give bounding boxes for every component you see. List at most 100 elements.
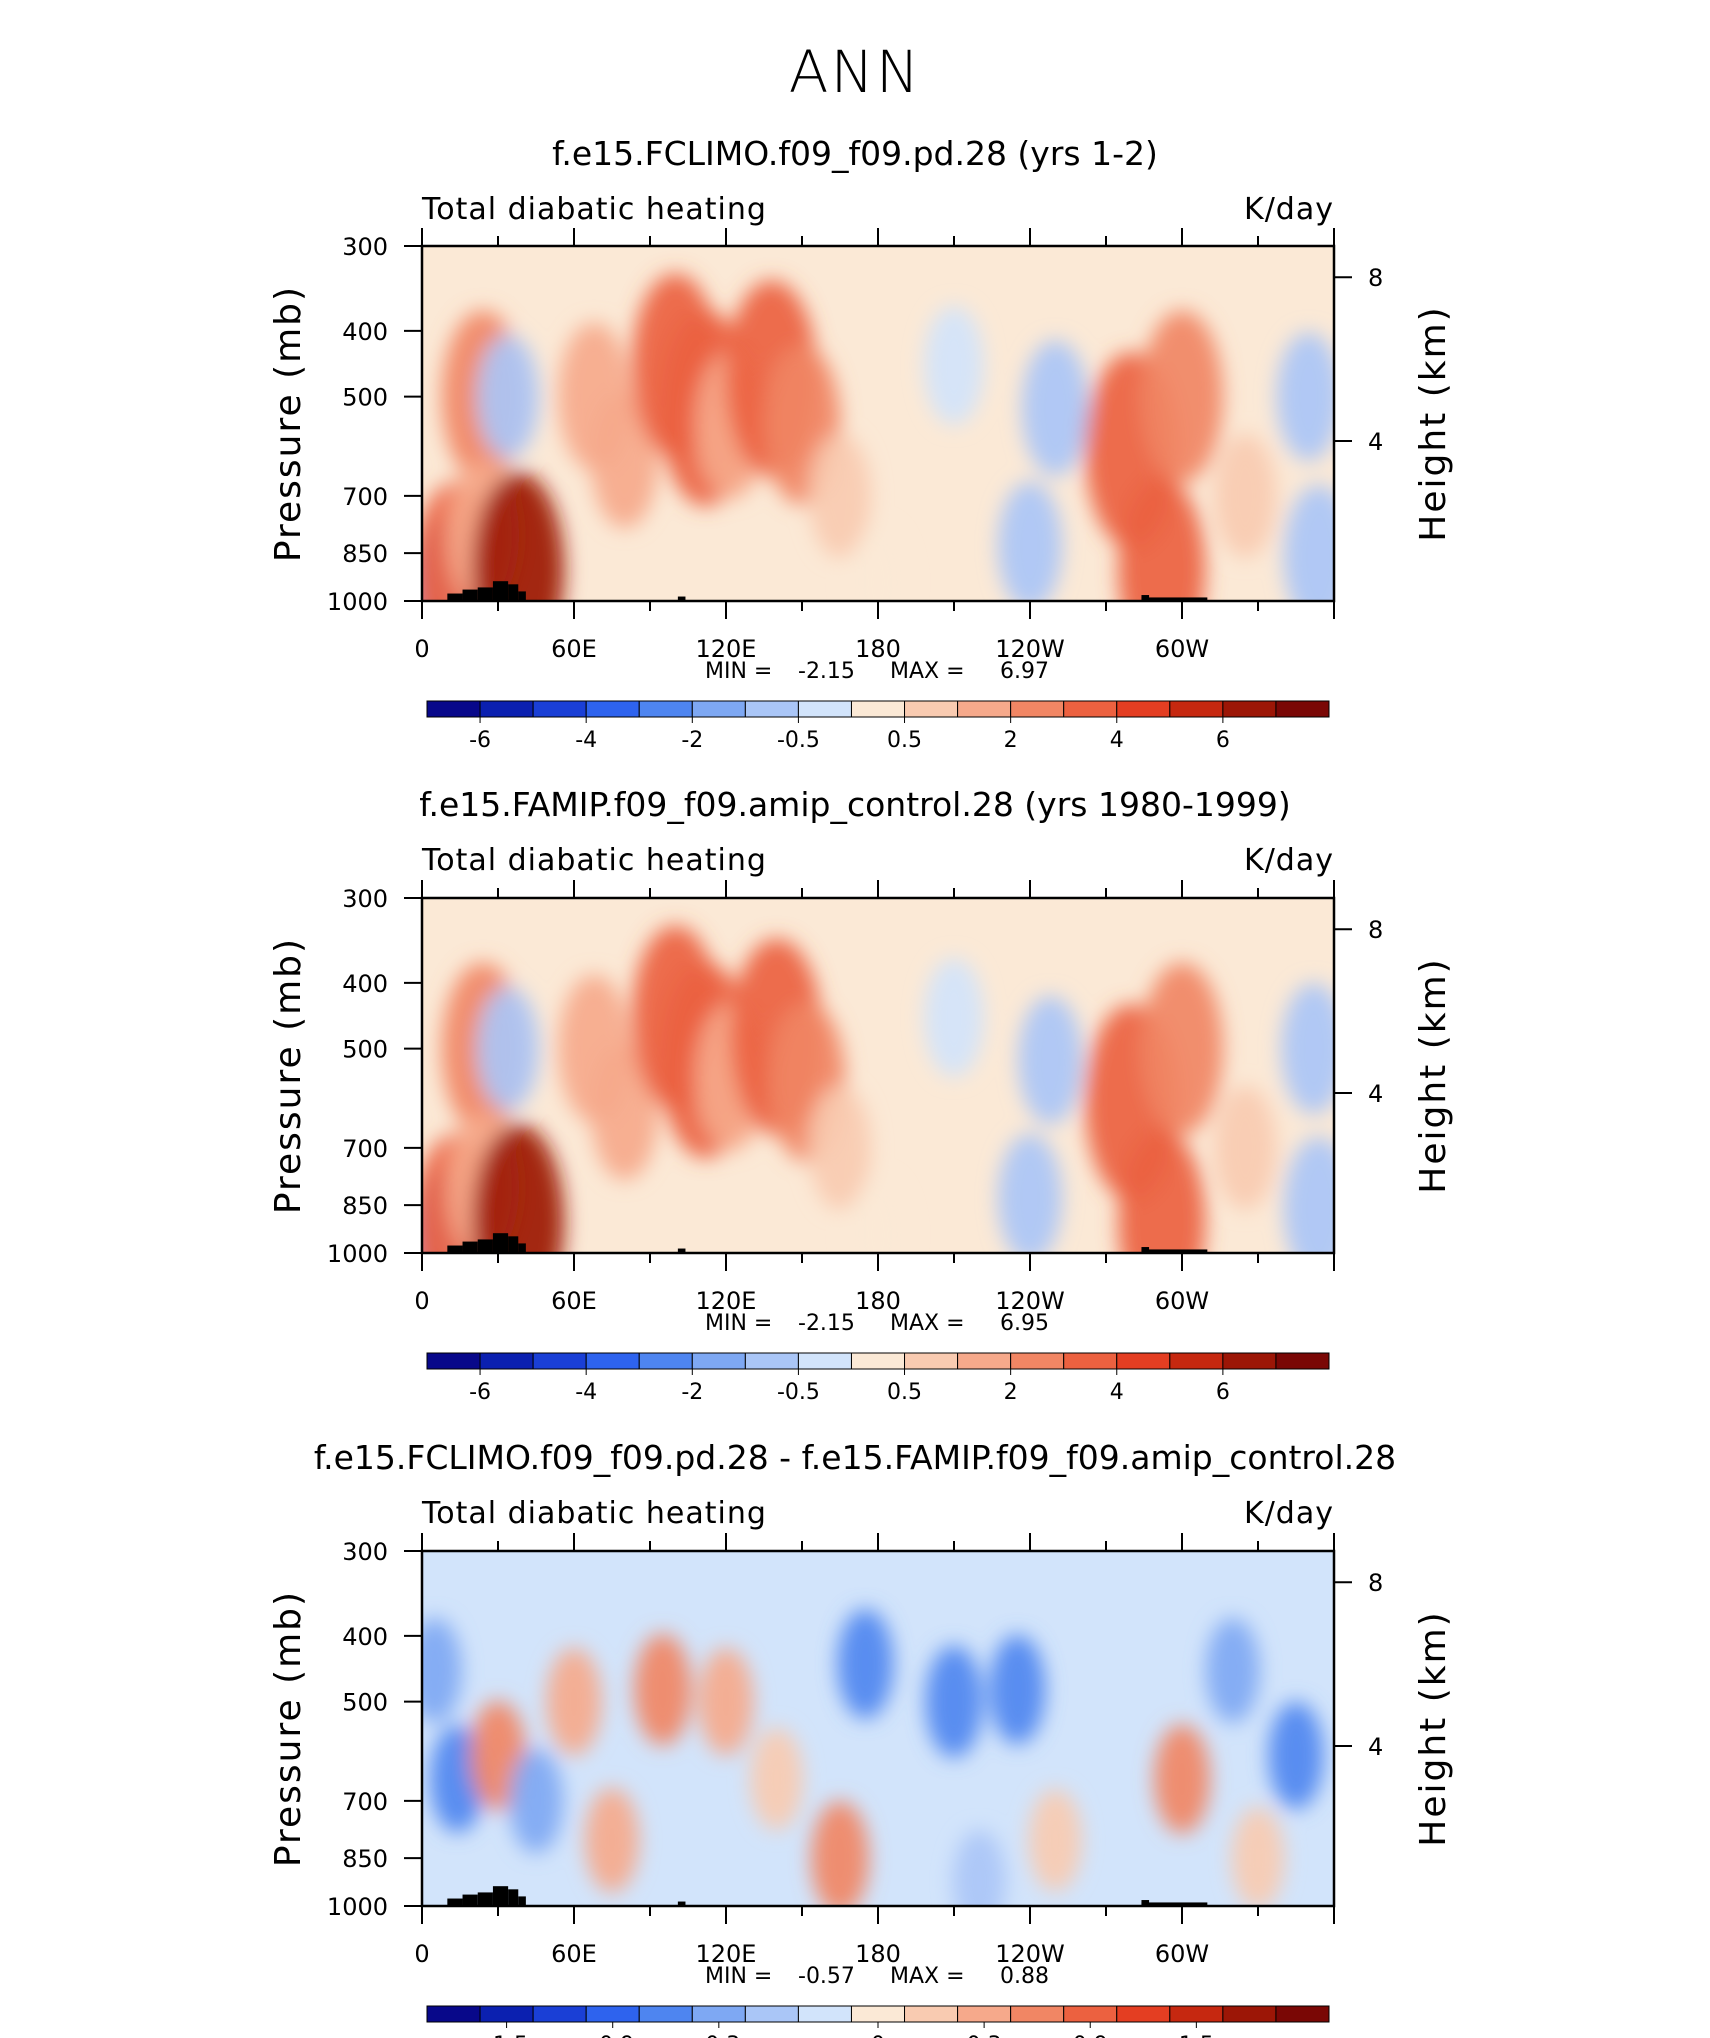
field-cell — [1281, 983, 1334, 1115]
terrain-block — [677, 1248, 686, 1253]
colorbar-label: 2 — [1004, 1380, 1018, 1405]
field-cell — [634, 1633, 692, 1746]
panel-title: f.e15.FAMIP.f09_f09.amip_control.28 (yrs… — [419, 785, 1290, 824]
field-features — [422, 1609, 1324, 1906]
colorbar-swatch — [532, 700, 587, 718]
colorbar-swatch — [797, 2005, 852, 2023]
y-tick-label: 400 — [342, 318, 388, 346]
y2-tick-label: 8 — [1368, 1569, 1383, 1597]
colorbar-swatch — [638, 1352, 693, 1370]
y-tick-label: 700 — [342, 1788, 388, 1816]
field-cell — [1205, 1618, 1260, 1723]
y-tick-label: 1000 — [327, 1893, 388, 1921]
y2-tick-label: 4 — [1368, 1080, 1383, 1108]
panel-title: f.e15.FCLIMO.f09_f09.pd.28 - f.e15.FAMIP… — [314, 1438, 1396, 1477]
colorbar-swatch — [797, 1352, 852, 1370]
terrain-block — [462, 1241, 478, 1253]
field-cell — [477, 986, 540, 1111]
colorbar-label: -6 — [469, 1380, 491, 1405]
colorbar-swatch — [1010, 1352, 1065, 1370]
x-tick-label: 0 — [414, 1287, 429, 1315]
y2-tick-label: 8 — [1368, 264, 1383, 292]
field-cell — [1214, 1085, 1277, 1210]
terrain-block — [462, 1894, 478, 1906]
y-tick-label: 400 — [342, 970, 388, 998]
terrain-block — [508, 1889, 519, 1906]
field-area — [422, 246, 1334, 601]
chart-panel-2: f.e15.FAMIP.f09_f09.amip_control.28 (yrs… — [268, 785, 1454, 1405]
terrain-block — [677, 596, 686, 601]
field-cell — [998, 481, 1062, 601]
terrain-block — [492, 581, 509, 601]
colorbar-swatch — [744, 1352, 799, 1370]
y-tick-label: 500 — [342, 384, 388, 412]
field-cell — [698, 1648, 754, 1756]
colorbar: -6 -4 -2 -0.5 0.5 2 4 6 — [426, 700, 1330, 753]
terrain-block — [447, 593, 463, 601]
colorbar-label: -1.5 — [485, 2033, 528, 2038]
colorbar-swatch — [1169, 1352, 1224, 1370]
terrain-block — [508, 584, 519, 601]
colorbar: -1.5 -0.9 -0.3 0 0.3 0.9 1.5 — [426, 2005, 1330, 2038]
chart-panel-1: f.e15.FCLIMO.f09_f09.pd.28 (yrs 1-2) Tota… — [268, 134, 1454, 753]
terrain-block — [518, 1896, 526, 1906]
colorbar-swatch — [850, 2005, 906, 2023]
colorbar-label: -2 — [681, 1380, 703, 1405]
x-tick-label: 60E — [551, 1287, 597, 1315]
terrain-block — [1141, 1902, 1208, 1906]
colorbar-label: -0.3 — [697, 2033, 740, 2038]
field-cell — [422, 1618, 462, 1723]
colorbar-label: -2 — [681, 728, 703, 753]
field-cell — [811, 1800, 869, 1906]
colorbar: -6 -4 -2 -0.5 0.5 2 4 6 — [426, 1352, 1330, 1405]
chart-panel-3: f.e15.FCLIMO.f09_f09.pd.28 - f.e15.FAMIP… — [268, 1438, 1454, 2038]
field-cell — [1214, 433, 1277, 558]
terrain-block — [447, 1245, 463, 1253]
colorbar-label: 6 — [1216, 1380, 1230, 1405]
min-value: -2.15 — [798, 659, 855, 684]
colorbar-swatch — [638, 700, 693, 718]
y-tick-label: 300 — [342, 233, 388, 261]
colorbar-swatch — [532, 1352, 587, 1370]
colorbar-label: 0.3 — [967, 2033, 1002, 2038]
y-tick-label: 1000 — [327, 588, 388, 616]
x-tick-label: 60E — [551, 635, 597, 663]
field-cell — [1118, 1129, 1206, 1253]
field-cell — [837, 1609, 894, 1719]
colorbar-swatch — [638, 2005, 693, 2023]
colorbar-swatch — [479, 2005, 534, 2023]
field-cell — [1283, 484, 1334, 601]
panel-left-label: Total diabatic heating — [421, 1496, 767, 1531]
colorbar-swatch — [797, 700, 852, 718]
min-value: -2.15 — [798, 1311, 855, 1336]
y-tick-label: 1000 — [327, 1240, 388, 1268]
y-tick-label: 500 — [342, 1036, 388, 1064]
y-tick-label: 850 — [342, 1192, 388, 1220]
terrain-block — [477, 1239, 493, 1253]
colorbar-label: -0.9 — [591, 2033, 634, 2038]
colorbar-swatch — [1063, 2005, 1118, 2023]
terrain-block — [492, 1233, 509, 1253]
colorbar-swatch — [850, 700, 906, 718]
x-tick-label: 60W — [1155, 1287, 1209, 1315]
terrain-block — [1141, 1249, 1208, 1253]
y2-tick-label: 4 — [1368, 1733, 1383, 1761]
y-tick-label: 850 — [342, 1845, 388, 1873]
y-axis-label: Pressure (mb) — [268, 285, 309, 562]
x-tick-label: 0 — [414, 635, 429, 663]
terrain-block — [508, 1236, 519, 1253]
field-cell — [1018, 995, 1083, 1125]
x-tick-label: 180 — [855, 1940, 901, 1968]
max-value: 0.88 — [1000, 1964, 1049, 1989]
colorbar-label: -4 — [575, 728, 597, 753]
colorbar-swatch — [1222, 1352, 1277, 1370]
field-cell — [750, 1727, 804, 1831]
y2-axis-label: Height (km) — [1413, 305, 1454, 541]
field-features — [422, 925, 1334, 1253]
colorbar-swatch — [1275, 2005, 1330, 2023]
y2-tick-label: 4 — [1368, 428, 1383, 456]
panel-left-label: Total diabatic heating — [421, 843, 767, 878]
colorbar-swatch — [957, 1352, 1012, 1370]
terrain-block — [518, 591, 526, 601]
field-cell — [925, 1645, 983, 1758]
